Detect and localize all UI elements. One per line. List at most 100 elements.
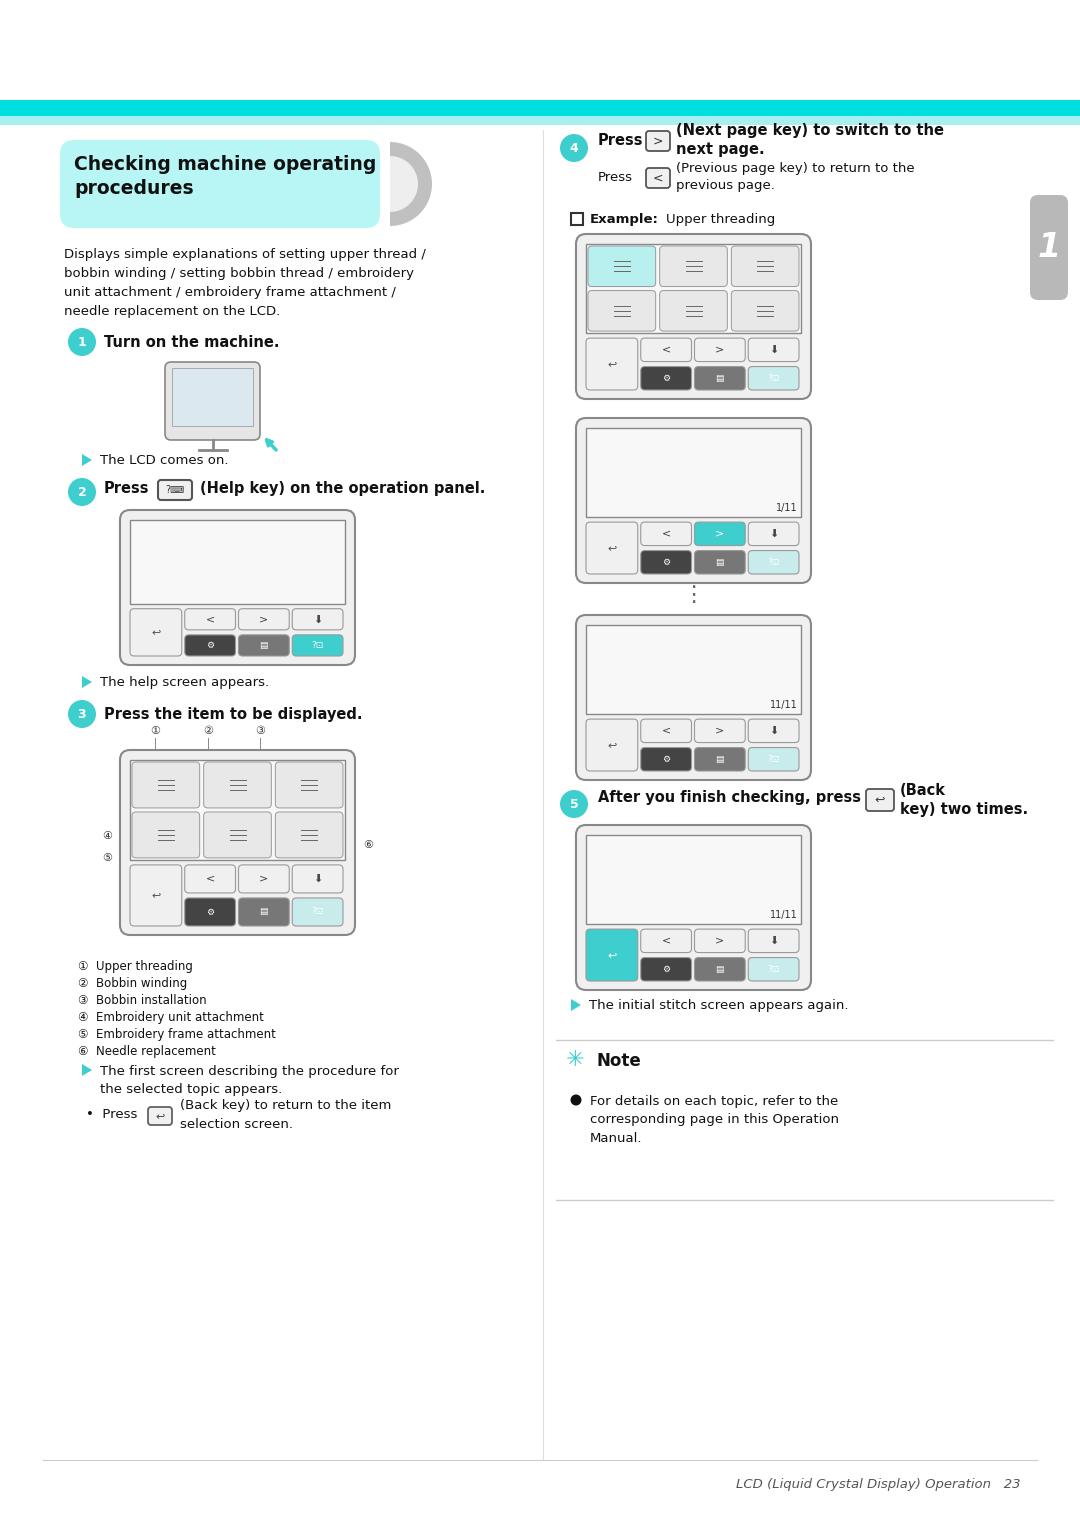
Text: ▤: ▤ xyxy=(716,374,724,384)
Text: ?⊡: ?⊡ xyxy=(768,755,780,764)
FancyBboxPatch shape xyxy=(132,762,200,808)
Polygon shape xyxy=(82,675,92,688)
Text: LCD (Liquid Crystal Display) Operation   23: LCD (Liquid Crystal Display) Operation 2… xyxy=(735,1478,1020,1491)
FancyBboxPatch shape xyxy=(60,141,380,228)
Bar xyxy=(0,99,1080,116)
Text: ⚙: ⚙ xyxy=(206,640,214,649)
FancyBboxPatch shape xyxy=(185,608,235,630)
FancyBboxPatch shape xyxy=(640,523,691,545)
FancyBboxPatch shape xyxy=(275,811,343,857)
Polygon shape xyxy=(82,454,92,466)
Wedge shape xyxy=(390,156,418,212)
Bar xyxy=(571,212,583,225)
Text: ⚙: ⚙ xyxy=(662,374,671,384)
FancyBboxPatch shape xyxy=(120,750,355,935)
FancyBboxPatch shape xyxy=(660,290,727,332)
Text: <: < xyxy=(661,345,671,354)
Text: <: < xyxy=(661,529,671,539)
Circle shape xyxy=(561,134,588,162)
Bar xyxy=(0,116,1080,125)
FancyBboxPatch shape xyxy=(588,246,656,287)
Text: Example:: Example: xyxy=(590,212,659,226)
Circle shape xyxy=(68,700,96,727)
Text: ⑤: ⑤ xyxy=(102,853,112,863)
FancyBboxPatch shape xyxy=(731,290,799,332)
Text: ⚙: ⚙ xyxy=(206,908,214,917)
FancyBboxPatch shape xyxy=(748,958,799,981)
FancyBboxPatch shape xyxy=(640,550,691,575)
Bar xyxy=(586,834,801,924)
FancyBboxPatch shape xyxy=(275,762,343,808)
Bar xyxy=(130,759,345,860)
FancyBboxPatch shape xyxy=(640,720,691,743)
FancyBboxPatch shape xyxy=(120,510,355,665)
Circle shape xyxy=(570,1094,581,1105)
FancyBboxPatch shape xyxy=(646,131,670,151)
Text: ?⊡: ?⊡ xyxy=(768,374,780,384)
FancyBboxPatch shape xyxy=(130,608,181,656)
FancyBboxPatch shape xyxy=(185,898,235,926)
Text: ⚙: ⚙ xyxy=(662,755,671,764)
FancyBboxPatch shape xyxy=(694,958,745,981)
FancyBboxPatch shape xyxy=(185,634,235,656)
Text: Checking machine operating
procedures: Checking machine operating procedures xyxy=(75,154,376,199)
FancyBboxPatch shape xyxy=(748,550,799,575)
Text: Note: Note xyxy=(596,1051,640,1070)
Text: ↩: ↩ xyxy=(156,1111,164,1122)
Text: ①: ① xyxy=(150,726,160,736)
FancyBboxPatch shape xyxy=(748,929,799,952)
Text: 11/11: 11/11 xyxy=(770,700,798,711)
Text: 2: 2 xyxy=(78,486,86,498)
Text: The LCD comes on.: The LCD comes on. xyxy=(100,454,229,466)
Text: ↩: ↩ xyxy=(875,793,886,807)
Text: ⑤  Embroidery frame attachment: ⑤ Embroidery frame attachment xyxy=(78,1028,275,1041)
Text: ?⊡: ?⊡ xyxy=(768,964,780,973)
FancyBboxPatch shape xyxy=(694,747,745,772)
FancyBboxPatch shape xyxy=(748,523,799,545)
FancyBboxPatch shape xyxy=(204,811,271,857)
FancyBboxPatch shape xyxy=(293,898,343,926)
Text: Press: Press xyxy=(598,133,644,148)
Text: 11/11: 11/11 xyxy=(770,911,798,920)
FancyBboxPatch shape xyxy=(293,608,343,630)
Text: After you finish checking, press: After you finish checking, press xyxy=(598,790,861,805)
Text: ↩: ↩ xyxy=(607,950,617,960)
Text: <: < xyxy=(205,874,215,883)
Text: ⑥: ⑥ xyxy=(363,840,373,850)
FancyBboxPatch shape xyxy=(158,480,192,500)
Text: ④: ④ xyxy=(102,831,112,840)
Text: <: < xyxy=(205,614,215,625)
FancyBboxPatch shape xyxy=(293,634,343,656)
Text: ⬇: ⬇ xyxy=(313,614,322,625)
Text: ⚙: ⚙ xyxy=(662,558,671,567)
FancyBboxPatch shape xyxy=(293,865,343,892)
Text: >: > xyxy=(652,134,663,148)
Text: 5: 5 xyxy=(569,798,579,810)
Text: <: < xyxy=(661,726,671,736)
FancyBboxPatch shape xyxy=(660,246,727,287)
Text: ⬇: ⬇ xyxy=(769,529,779,539)
Text: ⋮: ⋮ xyxy=(683,585,704,605)
Text: ↩: ↩ xyxy=(151,891,161,900)
Text: 3: 3 xyxy=(78,707,86,721)
Text: ▤: ▤ xyxy=(716,755,724,764)
Text: <: < xyxy=(652,171,663,185)
FancyBboxPatch shape xyxy=(694,929,745,952)
FancyBboxPatch shape xyxy=(586,929,638,981)
FancyBboxPatch shape xyxy=(694,367,745,390)
FancyBboxPatch shape xyxy=(694,338,745,362)
Text: ③: ③ xyxy=(255,726,265,736)
Text: >: > xyxy=(259,874,269,883)
Text: ?⊡: ?⊡ xyxy=(311,908,324,917)
Text: ✳: ✳ xyxy=(566,1050,584,1070)
FancyBboxPatch shape xyxy=(866,788,894,811)
Text: ▤: ▤ xyxy=(716,964,724,973)
FancyBboxPatch shape xyxy=(204,762,271,808)
Text: ↩: ↩ xyxy=(607,542,617,553)
Text: ⬇: ⬇ xyxy=(313,874,322,883)
FancyBboxPatch shape xyxy=(694,550,745,575)
FancyBboxPatch shape xyxy=(576,234,811,399)
FancyBboxPatch shape xyxy=(132,811,200,857)
Text: >: > xyxy=(259,614,269,625)
Text: ⬇: ⬇ xyxy=(769,345,779,354)
